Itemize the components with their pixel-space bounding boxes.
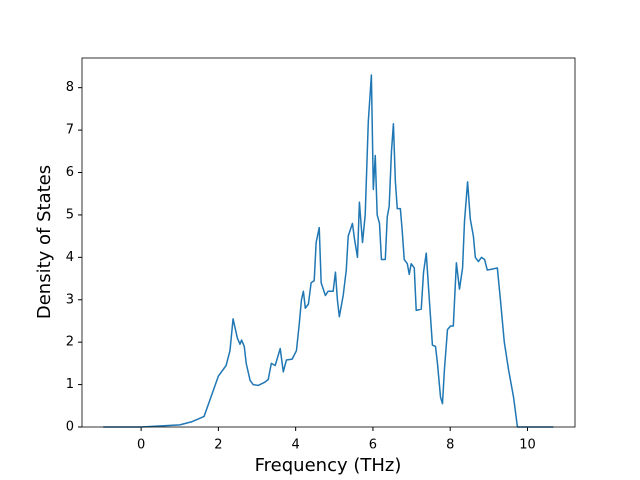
x-tick-label: 6 [369, 438, 377, 453]
x-tick-label: 0 [137, 438, 145, 453]
y-tick-label: 6 [66, 165, 74, 180]
line [103, 74, 554, 428]
y-tick-label: 0 [66, 420, 74, 435]
y-axis-label: Density of States [34, 165, 55, 319]
y-tick-label: 3 [66, 292, 74, 307]
x-tick-label: 8 [446, 438, 454, 453]
y-tick-label: 7 [66, 123, 74, 138]
y-tick-label: 2 [66, 335, 74, 350]
y-tick-label: 8 [66, 80, 74, 95]
y-tick-label: 1 [66, 377, 74, 392]
plot-frame [81, 57, 576, 428]
y-tick-label: 5 [66, 207, 74, 222]
y-tick-label: 4 [66, 250, 74, 265]
x-tick-label: 2 [214, 438, 222, 453]
x-tick-label: 10 [519, 438, 536, 453]
x-axis-label: Frequency (THz) [255, 455, 402, 476]
x-tick-label: 4 [292, 438, 300, 453]
